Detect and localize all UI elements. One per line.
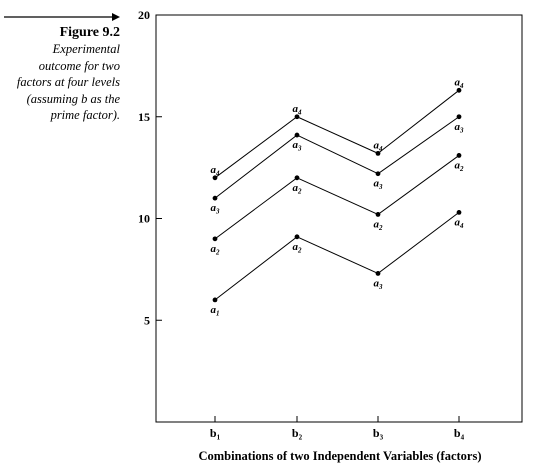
figure-caption: Figure 9.2 Experimental outcome for two … xyxy=(0,12,120,124)
series-line xyxy=(214,211,460,301)
figure-description-line: prime factor). xyxy=(50,108,120,122)
x-axis-title: Combinations of two Independent Variable… xyxy=(198,449,481,463)
point-label: a2 xyxy=(293,182,303,196)
point-label: a3 xyxy=(211,202,221,216)
data-point xyxy=(375,212,381,217)
y-tick-label: 5 xyxy=(144,313,150,327)
x-tick-label: b3 xyxy=(373,426,384,442)
y-tick-label: 15 xyxy=(138,110,150,124)
data-point xyxy=(212,175,218,181)
point-label: a2 xyxy=(455,159,465,173)
plot-frame xyxy=(155,14,523,423)
point-label: a4 xyxy=(293,103,303,117)
figure-label: Figure 9.2 xyxy=(59,25,120,40)
point-label: a4 xyxy=(211,164,221,178)
y-tick-label: 10 xyxy=(138,212,150,226)
data-point xyxy=(294,132,300,138)
data-point xyxy=(294,234,300,240)
figure-description-line: outcome for two xyxy=(38,58,120,73)
data-point xyxy=(294,175,300,181)
data-point xyxy=(212,297,218,303)
y-tick-label: 20 xyxy=(138,8,150,22)
figure-description-line: factors at four levels xyxy=(16,75,120,89)
point-label: a2 xyxy=(374,218,384,232)
point-label: a3 xyxy=(374,178,384,192)
series-line xyxy=(214,89,460,179)
data-point xyxy=(456,153,462,158)
figure-description-line: Experimental xyxy=(52,42,120,56)
point-label: a3 xyxy=(455,121,465,135)
data-point xyxy=(375,171,381,177)
x-tick-label: b1 xyxy=(210,426,221,442)
data-point xyxy=(212,195,218,201)
data-point xyxy=(375,271,381,276)
series-line xyxy=(214,155,460,240)
caption-arrow-icon xyxy=(4,13,120,21)
point-label: a2 xyxy=(211,243,221,257)
data-point xyxy=(212,236,218,242)
point-label: a1 xyxy=(211,304,220,318)
data-point xyxy=(456,87,462,93)
data-point xyxy=(456,209,462,215)
figure-description-line: (assuming b as the xyxy=(26,91,120,106)
x-tick-label: b4 xyxy=(454,426,465,442)
x-tick-label: b2 xyxy=(292,426,303,442)
series-line xyxy=(214,116,460,199)
point-label: a4 xyxy=(374,139,384,153)
data-point xyxy=(294,114,300,120)
data-point xyxy=(375,150,381,156)
data-point xyxy=(456,114,462,120)
point-label: a3 xyxy=(293,139,303,153)
point-label: a4 xyxy=(455,76,465,90)
point-label: a3 xyxy=(374,277,384,291)
point-label: a4 xyxy=(455,216,465,230)
point-label: a2 xyxy=(293,241,303,255)
